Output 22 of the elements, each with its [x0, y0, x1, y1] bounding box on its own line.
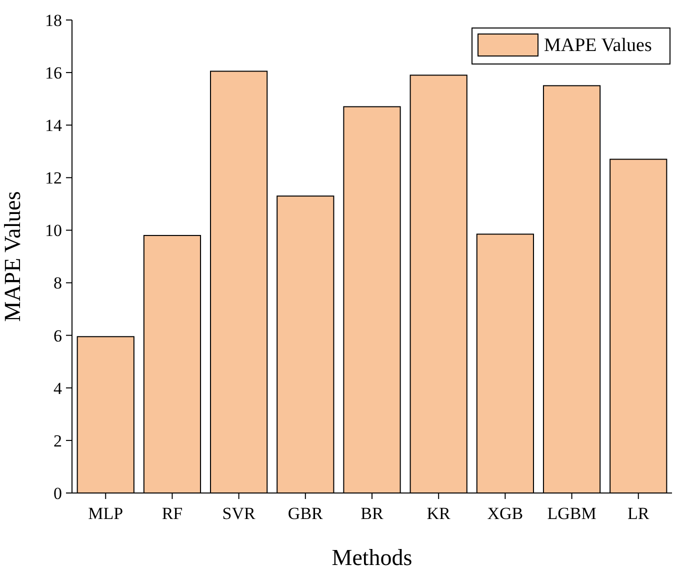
x-tick-label: LGBM — [547, 504, 596, 523]
x-tick-label: RF — [162, 504, 183, 523]
y-tick-label: 16 — [45, 64, 62, 83]
legend-label: MAPE Values — [544, 35, 652, 56]
x-tick-label: XGB — [487, 504, 524, 523]
x-tick-label: MLP — [88, 504, 124, 523]
x-tick-label: KR — [426, 504, 452, 523]
y-tick-label: 14 — [45, 116, 62, 136]
y-tick-label: 0 — [54, 484, 62, 503]
x-axis-title: Methods — [332, 545, 412, 570]
x-tick-label: LR — [628, 504, 650, 523]
x-tick-label: SVR — [222, 504, 256, 523]
y-tick-label: 10 — [45, 221, 62, 240]
y-axis-title: MAPE Values — [0, 191, 25, 322]
y-tick-label: 8 — [54, 274, 62, 293]
x-tick-label: BR — [360, 504, 384, 523]
y-tick-label: 2 — [54, 431, 62, 450]
y-tick-label: 18 — [45, 10, 62, 30]
y-tick-label: 6 — [54, 326, 62, 346]
x-tick-label: GBR — [288, 504, 324, 523]
y-tick-label: 12 — [45, 168, 62, 188]
y-tick-label: 4 — [54, 378, 62, 398]
